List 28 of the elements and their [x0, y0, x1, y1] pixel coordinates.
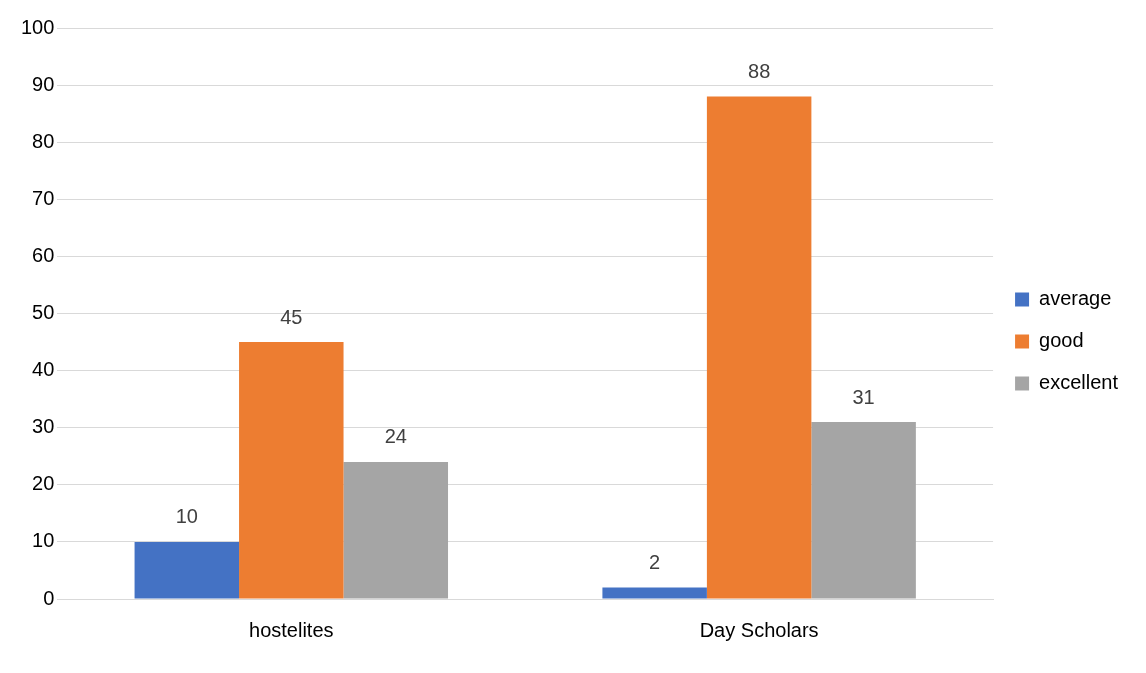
bar — [239, 342, 344, 599]
data-label: 88 — [748, 60, 771, 83]
legend-label: good — [1039, 329, 1084, 352]
y-tick-label: 70 — [32, 186, 55, 209]
y-tick-label: 100 — [20, 15, 55, 38]
data-label: 24 — [384, 425, 407, 448]
data-label: 2 — [649, 551, 661, 574]
y-tick-label: 90 — [32, 72, 55, 95]
x-tick-label: hostelites — [249, 618, 334, 641]
y-tick-label: 0 — [43, 586, 55, 609]
bar — [343, 461, 449, 599]
y-tick-label: 30 — [32, 415, 55, 438]
legend-label: excellent — [1039, 371, 1119, 394]
bar — [706, 96, 812, 599]
bar — [602, 587, 707, 599]
x-tick-label: Day Scholars — [699, 618, 819, 641]
y-tick-label: 50 — [32, 301, 55, 324]
y-tick-label: 60 — [32, 243, 55, 266]
y-tick-label: 40 — [32, 358, 55, 381]
bar — [134, 541, 240, 599]
y-tick-label: 10 — [32, 529, 55, 552]
bar — [811, 421, 916, 599]
data-label: 10 — [175, 505, 198, 528]
data-label: 31 — [852, 385, 875, 408]
y-tick-label: 80 — [32, 129, 55, 152]
legend-label: average — [1039, 287, 1112, 310]
data-label: 45 — [280, 305, 303, 328]
y-tick-label: 20 — [32, 472, 55, 495]
